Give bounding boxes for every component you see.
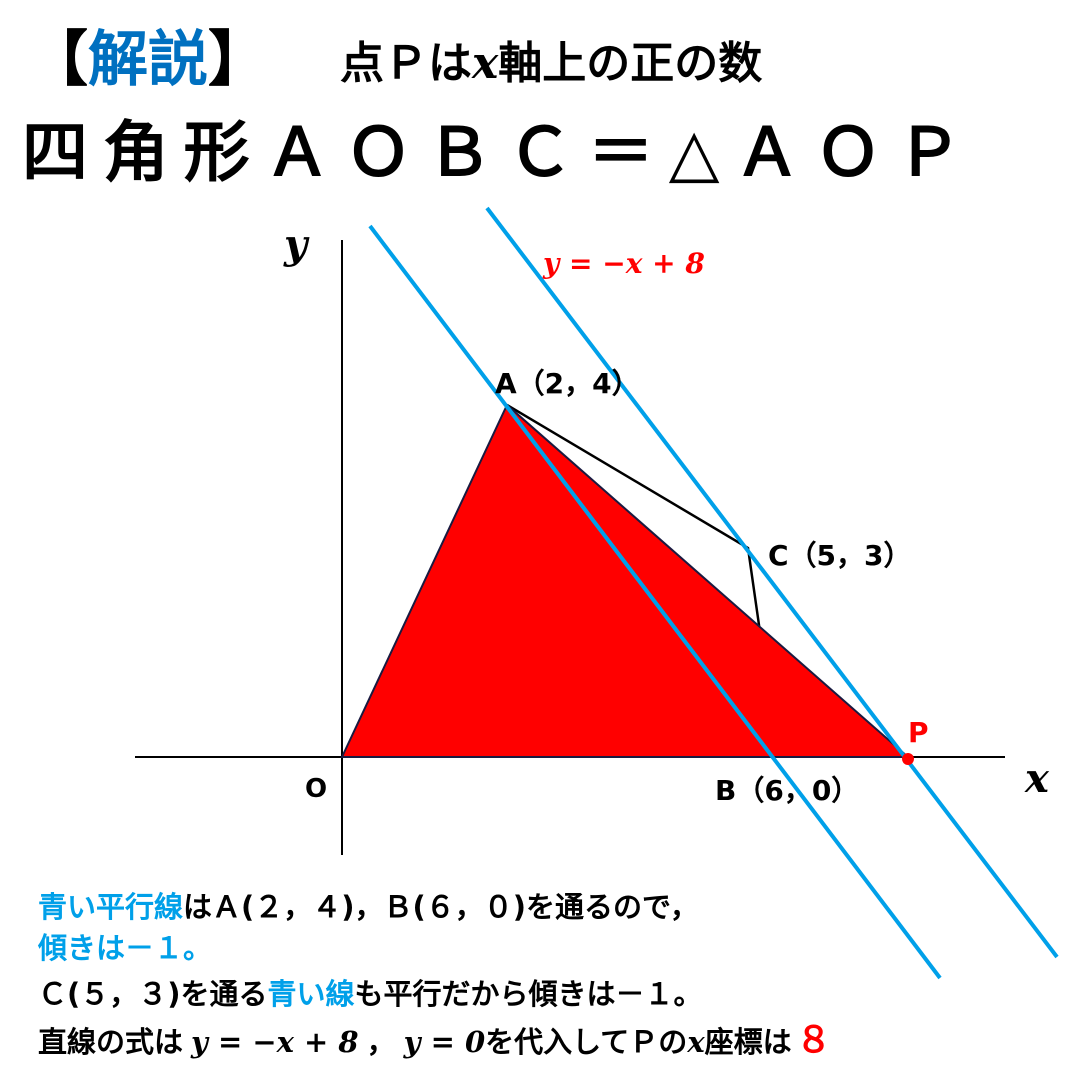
point-p-dot: [902, 753, 914, 765]
exp4-c: を代入してＰの: [485, 1025, 687, 1059]
bracket-close: 】: [208, 25, 268, 95]
exp4-var: x: [686, 1025, 705, 1059]
triangle-aop: [340, 403, 911, 758]
bracket-open: 【: [28, 25, 88, 95]
point-c-label: C（5，3）: [768, 539, 912, 572]
explanation-line-2: 傾きは－１。: [37, 931, 212, 965]
point-a-label: A（2，4）: [495, 367, 640, 400]
exp3-b: も平行だから傾きは－１。: [355, 977, 703, 1011]
explanation-line-3: Ｃ(５，３)を通る青い線も平行だから傾きは－１。: [38, 977, 703, 1011]
title-heading: 【解説】: [28, 25, 268, 95]
origin-label: O: [305, 774, 327, 804]
explanation-line-1: 青い平行線はＡ(２，４)，Ｂ(６，０)を通るので，: [38, 890, 699, 924]
condition-var: x: [471, 38, 499, 89]
y-axis-label: y: [283, 221, 310, 268]
title-condition: 点Ｐはx軸上の正の数: [340, 38, 762, 89]
exp4-b: ，: [367, 1025, 396, 1059]
exp3-blue: 青い線: [268, 977, 355, 1011]
point-p-label: P: [908, 716, 929, 749]
exp4-eq1: y = −x + 8: [190, 1025, 359, 1059]
exp1-blue: 青い平行線: [38, 890, 183, 924]
exp4-a: 直線の式は: [38, 1025, 183, 1059]
title-equation: 四角形ＡＯＢＣ＝△ＡＯＰ: [22, 114, 962, 191]
parallel-line-cp: [485, 206, 1059, 959]
exp4-eq2: y = 0: [403, 1025, 486, 1059]
exp3-a: Ｃ(５，３)を通る: [38, 977, 268, 1011]
exp1-black: はＡ(２，４)，Ｂ(６，０)を通るので，: [183, 890, 699, 924]
heading-label: 解説: [88, 25, 208, 95]
line-equation-label: y = −x + 8: [542, 247, 705, 280]
explanation-line-4: 直線の式は y = −x + 8， y = 0を代入してＰのx座標は ８: [38, 1020, 832, 1061]
x-axis-label: x: [1024, 755, 1050, 802]
condition-post: 軸上の正の数: [498, 38, 762, 89]
parallel-line-ab: [368, 224, 942, 980]
condition-pre: 点Ｐは: [340, 38, 472, 89]
exp4-d: 座標は: [705, 1025, 792, 1059]
point-b-label: B（6，0）: [715, 774, 859, 807]
answer-value: ８: [796, 1020, 832, 1061]
